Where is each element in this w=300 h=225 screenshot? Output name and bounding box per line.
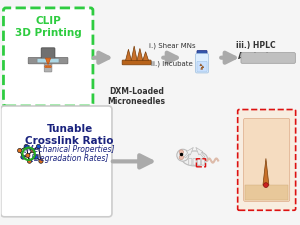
FancyBboxPatch shape: [197, 159, 200, 165]
Circle shape: [21, 155, 25, 159]
Circle shape: [17, 148, 22, 153]
Polygon shape: [263, 158, 269, 185]
Polygon shape: [125, 49, 131, 61]
Text: ii.) Incubate: ii.) Incubate: [152, 60, 193, 67]
FancyBboxPatch shape: [244, 118, 290, 201]
Text: [Mechanical Properties]: [Mechanical Properties]: [25, 145, 115, 154]
FancyBboxPatch shape: [238, 110, 296, 210]
Text: iii.) HPLC
Analysis: iii.) HPLC Analysis: [236, 41, 275, 61]
FancyArrow shape: [196, 147, 205, 158]
FancyBboxPatch shape: [197, 50, 207, 56]
Polygon shape: [143, 52, 148, 61]
Circle shape: [24, 144, 28, 149]
Circle shape: [177, 149, 189, 161]
Ellipse shape: [182, 151, 207, 166]
FancyBboxPatch shape: [189, 159, 192, 165]
Polygon shape: [137, 48, 143, 61]
Polygon shape: [202, 66, 204, 68]
Circle shape: [179, 150, 184, 154]
FancyBboxPatch shape: [28, 58, 68, 64]
FancyBboxPatch shape: [245, 185, 288, 200]
Text: Tunable
Crosslink Ratio: Tunable Crosslink Ratio: [26, 124, 114, 146]
Text: DXM-Loaded
Microneedles: DXM-Loaded Microneedles: [108, 87, 166, 106]
Circle shape: [27, 159, 32, 163]
Polygon shape: [200, 64, 202, 66]
FancyBboxPatch shape: [41, 48, 55, 59]
FancyBboxPatch shape: [193, 159, 196, 165]
FancyBboxPatch shape: [1, 106, 112, 217]
Polygon shape: [46, 58, 51, 65]
Text: [Degradation Rates]: [Degradation Rates]: [31, 154, 108, 163]
Circle shape: [34, 155, 38, 159]
Circle shape: [36, 144, 40, 149]
Circle shape: [49, 65, 51, 68]
Circle shape: [45, 65, 47, 68]
Circle shape: [31, 148, 35, 153]
Circle shape: [26, 153, 30, 158]
Polygon shape: [201, 67, 203, 69]
FancyArrow shape: [184, 147, 193, 158]
FancyBboxPatch shape: [196, 54, 208, 73]
Text: CLIP
3D Printing: CLIP 3D Printing: [15, 16, 81, 38]
FancyBboxPatch shape: [44, 62, 52, 72]
FancyBboxPatch shape: [241, 53, 295, 63]
Circle shape: [47, 65, 49, 68]
FancyBboxPatch shape: [37, 58, 59, 63]
FancyBboxPatch shape: [4, 8, 93, 106]
FancyBboxPatch shape: [197, 61, 207, 72]
FancyBboxPatch shape: [202, 159, 205, 165]
Circle shape: [263, 183, 268, 187]
FancyBboxPatch shape: [122, 60, 151, 65]
Circle shape: [39, 159, 43, 163]
Text: i.) Shear MNs: i.) Shear MNs: [149, 43, 196, 50]
Polygon shape: [131, 46, 137, 61]
Circle shape: [179, 155, 184, 160]
